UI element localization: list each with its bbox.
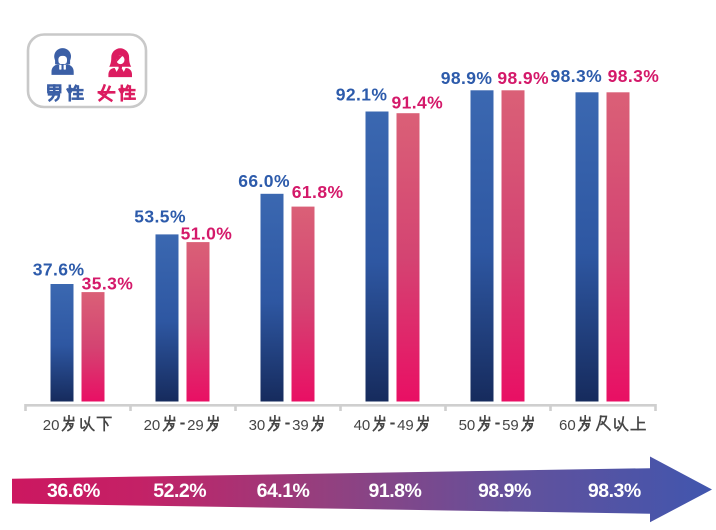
svg-text:61.8%: 61.8% <box>292 182 344 202</box>
svg-text:40: 40 <box>354 417 371 434</box>
svg-text:35.3%: 35.3% <box>82 274 134 294</box>
svg-text:60: 60 <box>559 417 576 434</box>
svg-text:98.9%: 98.9% <box>441 68 493 88</box>
svg-text:36.6%: 36.6% <box>47 480 100 502</box>
svg-text:66.0%: 66.0% <box>238 171 290 191</box>
svg-text:98.3%: 98.3% <box>588 480 641 502</box>
svg-text:39: 39 <box>292 417 309 434</box>
svg-text:49: 49 <box>397 417 414 434</box>
svg-text:29: 29 <box>187 417 204 434</box>
svg-text:98.3%: 98.3% <box>550 66 602 86</box>
svg-text:37.6%: 37.6% <box>33 260 85 280</box>
svg-text:50: 50 <box>459 417 476 434</box>
svg-text:92.1%: 92.1% <box>336 85 388 105</box>
svg-text:64.1%: 64.1% <box>257 480 310 502</box>
svg-text:98.9%: 98.9% <box>497 68 549 88</box>
svg-text:59: 59 <box>502 417 519 434</box>
svg-text:52.2%: 52.2% <box>153 480 206 502</box>
svg-text:20: 20 <box>144 417 161 434</box>
svg-text:91.4%: 91.4% <box>392 92 444 112</box>
svg-text:91.8%: 91.8% <box>369 480 422 502</box>
svg-text:51.0%: 51.0% <box>181 224 233 244</box>
svg-text:53.5%: 53.5% <box>134 206 186 226</box>
svg-text:98.3%: 98.3% <box>608 66 660 86</box>
svg-text:98.9%: 98.9% <box>478 480 531 502</box>
svg-text:30: 30 <box>249 417 266 434</box>
svg-text:20: 20 <box>43 417 60 434</box>
